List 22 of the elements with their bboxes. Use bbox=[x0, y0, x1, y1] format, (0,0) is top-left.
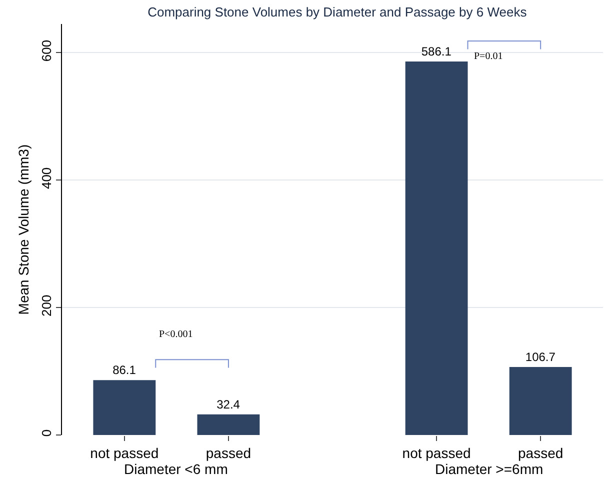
bar bbox=[509, 367, 572, 435]
annotation: P=0.01 bbox=[474, 51, 503, 62]
x-tick-label: passed bbox=[206, 444, 252, 461]
data-label: 32.4 bbox=[216, 397, 240, 412]
y-tick-label: 600 bbox=[38, 40, 54, 62]
x-tick-label: not passed bbox=[90, 444, 159, 461]
chart-title: Comparing Stone Volumes by Diameter and Passage by 6 Weeks bbox=[148, 4, 528, 20]
bar bbox=[197, 414, 260, 435]
annotation: P<0.001 bbox=[159, 329, 193, 340]
y-tick-label: 200 bbox=[38, 294, 54, 316]
data-label: 106.7 bbox=[525, 350, 556, 364]
y-tick-label: 0 bbox=[38, 429, 54, 437]
bar bbox=[93, 380, 156, 435]
text: Diameter <6 mm bbox=[124, 461, 228, 477]
x-tick-label: not passed bbox=[402, 444, 471, 461]
data-label: 586.1 bbox=[421, 44, 452, 59]
data-label: 86.1 bbox=[112, 363, 136, 378]
y-axis-title: Mean Stone Volume (mm3) bbox=[15, 144, 32, 315]
text: Diameter >=6mm bbox=[435, 461, 544, 477]
y-tick-label: 400 bbox=[38, 167, 54, 190]
bar bbox=[405, 62, 468, 435]
x-tick-label: passed bbox=[518, 444, 564, 461]
